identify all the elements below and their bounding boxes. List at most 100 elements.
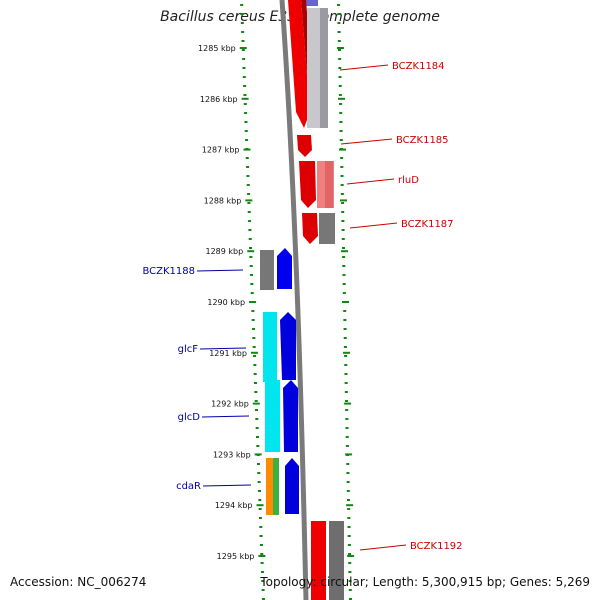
scale-dot — [258, 517, 262, 519]
tick-mark-right — [341, 250, 349, 253]
scale-dot — [242, 67, 246, 69]
scale-dot — [259, 544, 263, 546]
scale-dot — [337, 4, 341, 6]
gene-rlud[interactable] — [299, 161, 334, 208]
scale-dot — [248, 238, 252, 240]
gene-bczk1187[interactable] — [302, 213, 335, 244]
scale-dot — [242, 76, 246, 78]
scale-dot — [258, 499, 262, 501]
scale-dot — [345, 400, 348, 402]
tick-mark-right — [338, 148, 346, 151]
scale-dot — [346, 490, 350, 492]
gene-glcf[interactable] — [263, 312, 296, 382]
scale-dot — [258, 508, 262, 510]
tick-label: 1289 kbp — [206, 247, 244, 256]
tick-label: 1286 kbp — [200, 95, 238, 104]
gene-label-left[interactable]: glcF — [178, 344, 199, 355]
scale-dot — [344, 355, 348, 357]
scale-dot — [344, 391, 348, 393]
scale-dot — [256, 445, 260, 447]
tick-mark-right — [346, 504, 354, 507]
scale-dot — [241, 49, 245, 51]
scale-dot — [253, 355, 257, 357]
scale-dot — [342, 256, 346, 258]
scale-dot — [248, 229, 252, 231]
leader-line — [339, 64, 389, 71]
scale-dot — [338, 85, 342, 87]
scale-dot — [339, 139, 343, 141]
scale-dot — [341, 238, 345, 240]
scale-dot — [341, 247, 345, 249]
scale-dot — [260, 553, 264, 555]
gene-shadow-edge — [320, 8, 328, 128]
gene-label-left[interactable]: glcD — [178, 412, 201, 423]
scale-dot — [243, 85, 247, 87]
scale-dot — [339, 112, 343, 114]
scale-dot — [259, 526, 263, 528]
scale-dot — [342, 292, 346, 294]
gene-label-left[interactable]: cdaR — [176, 481, 201, 492]
gene-bczk1185[interactable] — [297, 135, 312, 157]
gene-bczk1192[interactable] — [311, 521, 344, 600]
gene-label-right[interactable]: BCZK1192 — [410, 541, 463, 552]
gene-block-green — [273, 458, 279, 515]
gene-label-left[interactable]: BCZK1188 — [142, 266, 195, 277]
scale-dot — [247, 211, 251, 213]
scale-dot — [345, 445, 349, 447]
scale-dot — [341, 211, 345, 213]
scale-dot — [243, 94, 247, 96]
gene-label-right[interactable]: BCZK1185 — [396, 135, 449, 146]
left-labels: BCZK1188 glcF glcD cdaR — [142, 266, 252, 492]
tick-label: 1294 kbp — [215, 501, 253, 510]
scale-dot — [340, 157, 344, 159]
gene-shadow-block — [265, 380, 280, 452]
scale-dot — [341, 220, 345, 222]
gene-shadow-block — [319, 213, 335, 244]
leader-line — [196, 269, 244, 272]
gene-shadow-edge — [325, 161, 333, 208]
scale-dot — [255, 418, 259, 420]
scale-dot — [247, 202, 251, 204]
gene-glcd[interactable] — [265, 380, 298, 452]
scale-dot — [260, 571, 264, 573]
leader-line — [340, 138, 393, 145]
scale-dot — [246, 175, 250, 177]
scale-dot — [252, 346, 256, 348]
scale-dot — [343, 346, 347, 348]
gene-cdar[interactable] — [266, 458, 299, 515]
scale-dot — [348, 589, 352, 591]
tick-label: 1287 kbp — [202, 146, 240, 155]
scale-dot — [247, 193, 251, 195]
tick-mark-right — [336, 47, 344, 49]
gene-arrow[interactable] — [288, 0, 310, 128]
scale-dot — [339, 130, 343, 132]
right-labels: BCZK1184 BCZK1185 rluD BCZK1187 BCZK1192 — [339, 61, 463, 552]
scale-dot — [249, 247, 253, 249]
scale-dot — [261, 589, 265, 591]
scale-dot — [251, 310, 255, 312]
scale-dot — [340, 193, 344, 195]
gene-partial-top[interactable] — [304, 0, 318, 6]
gene-bczk1184[interactable] — [288, 0, 328, 128]
genome-backbone — [279, 0, 309, 600]
gene-arrow[interactable] — [311, 521, 326, 600]
gene-bczk1188[interactable] — [260, 248, 292, 290]
scale-dot — [338, 58, 342, 60]
scale-dot — [345, 418, 349, 420]
gene-shadow-block — [260, 250, 274, 290]
scale-dot — [260, 562, 264, 564]
gene-label-right[interactable]: BCZK1184 — [392, 61, 445, 72]
gene-label-right[interactable]: rluD — [398, 175, 419, 186]
tick-mark-left — [254, 453, 262, 456]
gene-shadow-block — [329, 521, 344, 600]
scale-dot — [347, 526, 351, 528]
scale-dot — [348, 580, 352, 582]
scale-dot — [344, 373, 348, 375]
scale-dot — [344, 364, 348, 366]
scale-dot — [337, 22, 341, 24]
scale-dot — [254, 391, 258, 393]
gene-label-right[interactable]: BCZK1187 — [401, 219, 454, 230]
scale-dot — [338, 76, 342, 78]
tick-mark-left — [239, 47, 247, 49]
